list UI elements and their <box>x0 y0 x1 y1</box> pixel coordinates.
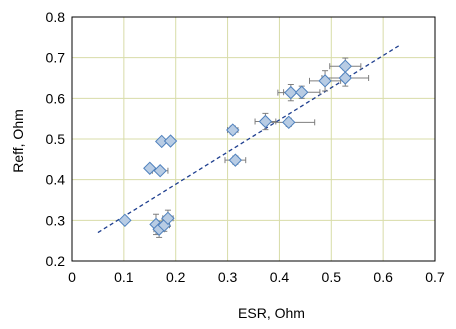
y-tick-label: 0.8 <box>46 9 66 25</box>
x-axis-ticks: 0 0.1 0.2 0.3 0.4 0.5 0.6 0.7 <box>68 269 445 285</box>
y-tick-label: 0.5 <box>46 131 66 147</box>
x-tick-label: 0.6 <box>373 269 393 285</box>
x-tick-label: 0.2 <box>166 269 186 285</box>
x-tick-label: 0.3 <box>218 269 238 285</box>
x-tick-label: 0.4 <box>270 269 290 285</box>
y-axis-title: Reff, Ohm <box>10 109 26 173</box>
x-tick-label: 0 <box>68 269 76 285</box>
x-tick-label: 0.1 <box>114 269 134 285</box>
y-tick-label: 0.4 <box>46 172 66 188</box>
gridlines <box>71 16 436 262</box>
y-tick-label: 0.7 <box>46 50 66 66</box>
y-tick-label: 0.3 <box>46 212 66 228</box>
data-point-marker <box>338 59 352 73</box>
data-point-marker <box>295 85 309 99</box>
x-axis-title: ESR, Ohm <box>238 305 305 321</box>
y-tick-label: 0.6 <box>46 90 66 106</box>
data-point-marker <box>338 71 352 85</box>
data-point-marker <box>153 164 167 178</box>
x-tick-label: 0.5 <box>322 269 342 285</box>
data-point-marker <box>284 85 298 100</box>
data-point-marker <box>282 115 296 130</box>
data-point-marker <box>161 211 175 226</box>
data-point-marker <box>228 153 243 167</box>
data-point-marker <box>258 114 273 129</box>
y-axis-ticks: 0.2 0.3 0.4 0.5 0.6 0.7 0.8 <box>46 9 66 269</box>
data-point-marker <box>226 123 240 137</box>
data-point-marker <box>163 134 178 148</box>
data-point-marker <box>318 74 332 88</box>
data-point-marker <box>118 213 132 228</box>
data-points <box>118 59 352 236</box>
plot-area <box>71 16 436 262</box>
x-tick-label: 0.7 <box>425 269 445 285</box>
y-tick-label: 0.2 <box>46 253 66 269</box>
data-point-marker <box>143 161 157 175</box>
